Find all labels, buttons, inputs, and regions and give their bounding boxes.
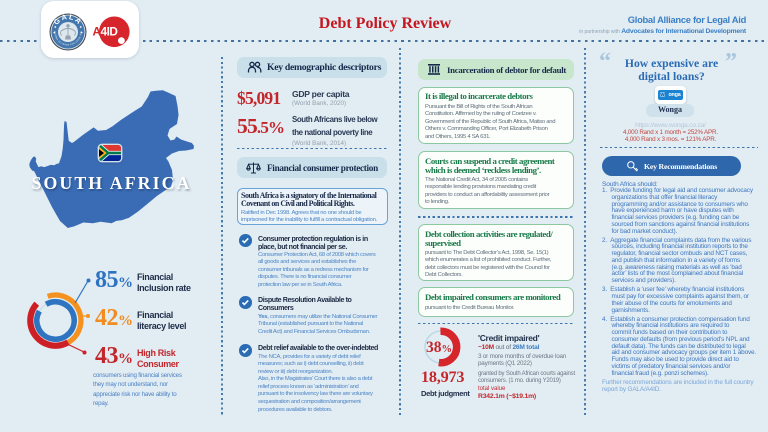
svg-text:A4ID: A4ID xyxy=(93,25,119,39)
